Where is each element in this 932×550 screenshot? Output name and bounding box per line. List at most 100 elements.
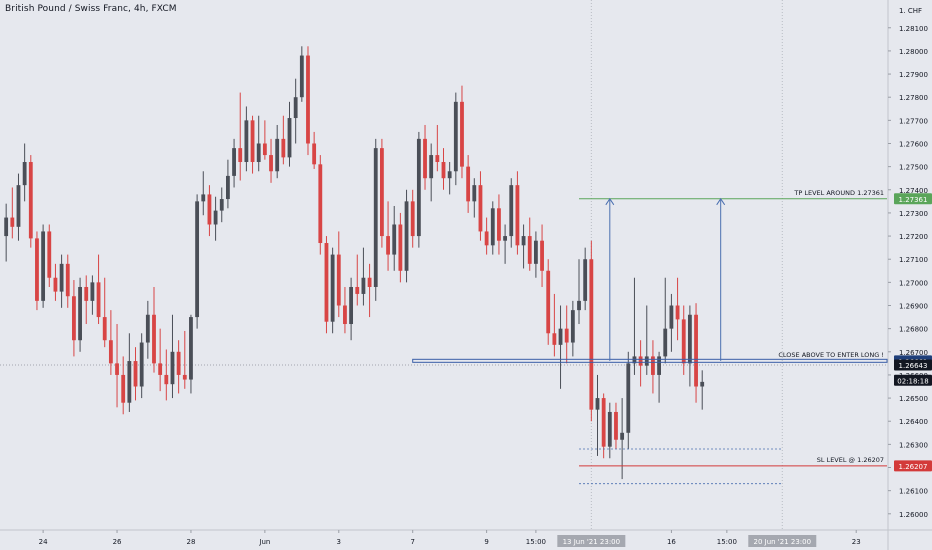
candle — [583, 247, 588, 311]
candle-body — [4, 217, 9, 237]
candle-body — [657, 356, 661, 375]
plot-area[interactable]: TP LEVEL AROUND 1.27361 CLOSE ABOVE TO EN… — [0, 0, 888, 530]
candle-body — [429, 155, 434, 179]
candle-body — [219, 199, 224, 211]
candle-body — [552, 333, 557, 345]
candle-body — [595, 398, 600, 410]
candle — [533, 231, 538, 278]
price-tag-bg — [894, 359, 932, 371]
candle-body — [53, 277, 58, 292]
y-tick-label: 1.27700 — [899, 117, 928, 125]
candle-body — [644, 356, 649, 366]
candle-body — [293, 97, 298, 119]
y-tick-label: 1.27400 — [899, 187, 928, 195]
candle — [570, 300, 575, 357]
candle — [416, 131, 421, 248]
x-tick-label: 24 — [39, 538, 48, 546]
candle — [546, 259, 551, 345]
candle-body — [145, 314, 150, 343]
candle — [694, 303, 698, 403]
candle-body — [533, 240, 538, 264]
price-axis[interactable]: 1.260001.261001.262001.263001.264001.265… — [887, 0, 932, 550]
candle — [429, 143, 434, 202]
candle-body — [497, 208, 501, 241]
candle — [293, 78, 298, 144]
candle-body — [78, 286, 82, 341]
candle-body — [195, 201, 200, 318]
candle — [41, 224, 46, 308]
candle-body — [96, 282, 101, 318]
candle-body — [540, 240, 544, 271]
y-tick-label: 1.26700 — [899, 349, 928, 357]
candle — [47, 224, 52, 287]
candle — [84, 275, 89, 325]
candle — [447, 162, 452, 195]
candle-body — [158, 363, 163, 375]
price-tag: 1.26207 — [894, 460, 932, 472]
candle-body — [336, 254, 341, 306]
candle-body — [232, 148, 236, 176]
target-arrow-head — [605, 197, 615, 206]
candle-body — [663, 328, 668, 357]
candle — [90, 275, 95, 315]
candle — [226, 159, 230, 209]
candle — [484, 217, 489, 255]
candle — [127, 333, 132, 412]
candle-body — [182, 374, 187, 380]
candle — [379, 138, 384, 248]
candle-body — [484, 231, 489, 246]
candle — [638, 340, 643, 387]
price-tag: 1.27361 — [894, 193, 932, 205]
candle — [312, 131, 317, 169]
candle — [355, 254, 360, 306]
candle — [164, 349, 169, 401]
candle — [681, 305, 686, 375]
x-tick-label: 15:00 — [717, 538, 737, 546]
candle-body — [343, 305, 347, 325]
candle-body — [102, 317, 107, 341]
candle — [299, 46, 304, 102]
candle — [521, 224, 526, 269]
candle — [601, 393, 606, 459]
candle-body — [583, 259, 588, 301]
candle-body — [638, 356, 643, 366]
candle-body — [632, 356, 637, 364]
price-tag: 02:18:18 — [894, 374, 932, 386]
y-tick-label: 1.26300 — [899, 441, 928, 449]
candle-body — [189, 317, 193, 380]
candle — [306, 46, 310, 156]
candle-body — [441, 162, 446, 179]
candle — [589, 240, 594, 422]
candle-body — [392, 224, 397, 255]
candle-body — [287, 118, 292, 158]
y-tick-label: 1.28000 — [899, 48, 928, 56]
candle — [96, 254, 101, 325]
candle — [238, 92, 243, 181]
candle-body — [614, 411, 618, 440]
candle-body — [269, 155, 273, 172]
candle-body — [472, 185, 477, 202]
candle — [158, 328, 163, 392]
candle-body — [10, 217, 15, 227]
candle-body — [521, 236, 526, 246]
candle — [139, 333, 144, 399]
candle-body — [466, 166, 471, 202]
candle — [207, 185, 212, 237]
y-tick-label: 1.26400 — [899, 418, 928, 426]
price-tag-label: 02:18:18 — [897, 377, 928, 385]
candle — [108, 310, 113, 375]
candle-body — [226, 175, 230, 200]
candle — [287, 101, 292, 167]
candle — [182, 330, 187, 389]
candle-body — [503, 236, 508, 241]
time-axis[interactable]: 24 26 28 Jun 3 7 9 15:00 16 15:00 23 13 Jun '21 23:… — [0, 529, 932, 547]
candle — [256, 115, 261, 172]
candle — [250, 115, 255, 174]
candle-body — [330, 254, 335, 322]
candle — [336, 231, 341, 318]
x-tick-label: 28 — [186, 538, 195, 546]
y-tick-label: 1.27000 — [899, 279, 928, 287]
tp-level-label: TP LEVEL AROUND 1.27361 — [793, 189, 884, 197]
candle — [657, 351, 661, 403]
